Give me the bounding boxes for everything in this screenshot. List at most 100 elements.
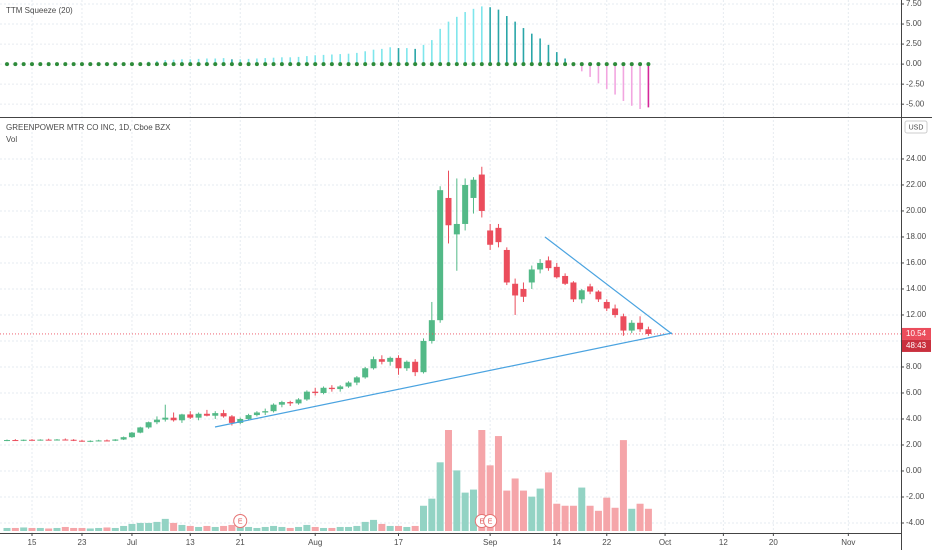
- volume-bar: [78, 527, 86, 531]
- squeeze-dot: [488, 62, 493, 67]
- candle-body: [137, 427, 144, 433]
- candle-body: [78, 440, 85, 442]
- y-tick-label: 0.00: [906, 466, 922, 475]
- squeeze-dot: [571, 62, 576, 67]
- squeeze-dot: [463, 62, 468, 67]
- countdown-box: [902, 339, 931, 352]
- y-tick-label: 6.00: [906, 388, 922, 397]
- volume-bar: [270, 525, 278, 531]
- candle-body: [395, 357, 402, 369]
- x-tick-label: 22: [602, 538, 611, 547]
- squeeze-dot: [504, 62, 509, 67]
- volume-bar: [528, 496, 536, 531]
- squeeze-dot: [38, 62, 43, 67]
- y-tick-label: 24.00: [906, 154, 927, 163]
- candle-body: [45, 439, 52, 441]
- squeeze-dot: [513, 62, 518, 67]
- volume-bar: [53, 527, 61, 531]
- squeeze-dot: [404, 62, 409, 67]
- candle-body: [303, 391, 310, 400]
- candle-body: [512, 283, 519, 296]
- earnings-label: E: [488, 518, 493, 525]
- volume-bar: [386, 525, 394, 531]
- volume-bar: [444, 430, 452, 531]
- candle-body: [37, 439, 44, 441]
- candle-body: [645, 329, 652, 334]
- y-tick-label: 0.00: [906, 59, 922, 68]
- squeeze-dot: [621, 62, 626, 67]
- volume-bar: [469, 489, 477, 531]
- squeeze-dot: [163, 62, 168, 67]
- volume-bar: [261, 526, 269, 531]
- trend-line: [214, 332, 673, 428]
- earnings-marker: [483, 514, 498, 528]
- currency-badge[interactable]: [904, 120, 928, 134]
- candle-body: [220, 413, 227, 417]
- volume-bar: [186, 525, 194, 531]
- y-tick-label: -4.00: [906, 518, 925, 527]
- volume-bar: [286, 527, 294, 531]
- candle-body: [353, 377, 360, 383]
- overlay-layer: 7.50 5.00 2.50 0.00 -2.50 -5.00 24.00 22.00 20.0…: [28, 0, 931, 547]
- y-tick-label: 2.00: [906, 440, 922, 449]
- candle-body: [578, 290, 585, 300]
- candle-body: [403, 361, 410, 369]
- squeeze-dot: [546, 62, 551, 67]
- volume-bar: [153, 521, 161, 531]
- volume-bar: [536, 488, 544, 531]
- squeeze-dot: [321, 62, 326, 67]
- candle-body: [320, 387, 327, 393]
- squeeze-dot: [204, 62, 209, 67]
- trend-line: [544, 236, 673, 335]
- x-tick-label: 23: [78, 538, 87, 547]
- squeeze-dot: [363, 62, 368, 67]
- volume-bar: [328, 527, 336, 531]
- candle-body: [203, 413, 210, 416]
- y-tick-label: 18.00: [906, 232, 927, 241]
- volume-bar: [378, 523, 386, 531]
- volume-bar: [561, 505, 569, 531]
- volume-bar: [411, 525, 419, 531]
- squeeze-dot: [46, 62, 51, 67]
- candle-body: [53, 439, 60, 441]
- squeeze-dot: [388, 62, 393, 67]
- candle-body: [612, 308, 619, 315]
- squeeze-dot: [13, 62, 18, 67]
- volume-bar: [195, 526, 203, 531]
- candle-body: [470, 179, 477, 198]
- volume-bar: [511, 478, 519, 531]
- candle-body: [628, 322, 635, 331]
- y-tick-label: 2.50: [906, 39, 922, 48]
- volume-bar: [245, 526, 253, 531]
- candle-body: [337, 386, 344, 390]
- squeeze-dot: [471, 62, 476, 67]
- candle-body: [195, 413, 202, 418]
- candle-body: [12, 440, 19, 442]
- volume-bar: [211, 526, 219, 531]
- x-tick-label: 20: [769, 538, 778, 547]
- volume-bar: [28, 527, 36, 531]
- volume-bar: [320, 527, 328, 531]
- volume-bar: [395, 525, 403, 531]
- candle-body: [487, 230, 494, 245]
- squeeze-dot: [638, 62, 643, 67]
- volume-bar: [3, 527, 11, 531]
- marks-layer: [0, 6, 901, 531]
- candle-body: [595, 291, 602, 300]
- squeeze-dot: [79, 62, 84, 67]
- x-tick-label: Oct: [659, 538, 672, 547]
- volume-bar: [345, 526, 353, 531]
- volume-bar: [486, 465, 494, 531]
- candle-body: [112, 439, 119, 441]
- candle-body: [587, 286, 594, 292]
- candle-body: [4, 440, 10, 442]
- x-tick-label: Aug: [308, 538, 322, 547]
- y-tick-label: 4.00: [906, 414, 922, 423]
- volume-bar: [36, 527, 44, 531]
- candle-body: [153, 419, 160, 423]
- squeeze-dot: [613, 62, 618, 67]
- squeeze-dot: [21, 62, 26, 67]
- candle-body: [437, 190, 444, 321]
- indicator-title: TTM Squeeze (20): [6, 6, 73, 15]
- squeeze-dot: [596, 62, 601, 67]
